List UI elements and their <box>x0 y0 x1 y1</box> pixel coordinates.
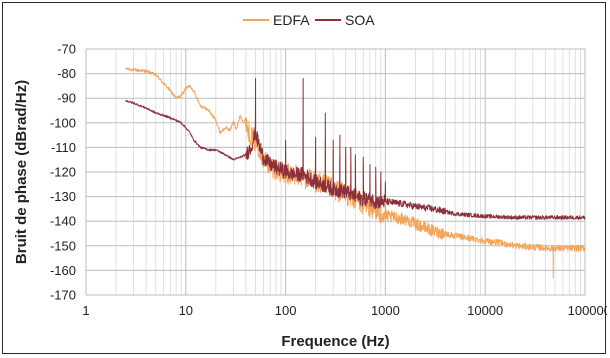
x-tick-label: 10 <box>179 303 193 318</box>
y-tick-label: -140 <box>50 214 76 229</box>
y-tick-label: -160 <box>50 263 76 278</box>
x-tick-label: 1 <box>82 303 89 318</box>
chart-frame: -70 -80 -90 -100 -110 -120 -130 -140 -150 -160 -17… <box>2 2 607 354</box>
legend: EDFA SOA <box>243 12 375 28</box>
x-tick-label: 100000 <box>568 303 607 318</box>
x-tick-label: 10000 <box>467 303 503 318</box>
x-axis-title: Frequence (Hz) <box>281 333 389 350</box>
y-tick-label: -120 <box>50 165 76 180</box>
y-tick-label: -100 <box>50 115 76 130</box>
y-tick-label: -170 <box>50 288 76 303</box>
phase-noise-chart: -70 -80 -90 -100 -110 -120 -130 -140 -150 -160 -17… <box>13 12 607 350</box>
y-tick-label: -110 <box>51 140 76 155</box>
y-tick-label: -150 <box>50 238 76 253</box>
series-line-soa <box>125 78 586 220</box>
series-group <box>125 67 586 279</box>
axes: -70 -80 -90 -100 -110 -120 -130 -140 -150 -160 -17… <box>50 42 607 319</box>
series-line-edfa <box>125 67 586 279</box>
y-tick-label: -70 <box>57 42 76 57</box>
y-tick-label: -80 <box>57 66 76 81</box>
x-tick-label: 100 <box>275 303 297 318</box>
y-tick-label: -130 <box>50 189 76 204</box>
x-tick-label: 1000 <box>371 303 400 318</box>
y-axis-title: Bruit de phase (dBrad/Hz) <box>13 80 30 264</box>
legend-label-edfa: EDFA <box>273 12 310 28</box>
legend-label-soa: SOA <box>345 12 375 28</box>
grid <box>85 48 586 296</box>
y-tick-label: -90 <box>57 91 76 106</box>
